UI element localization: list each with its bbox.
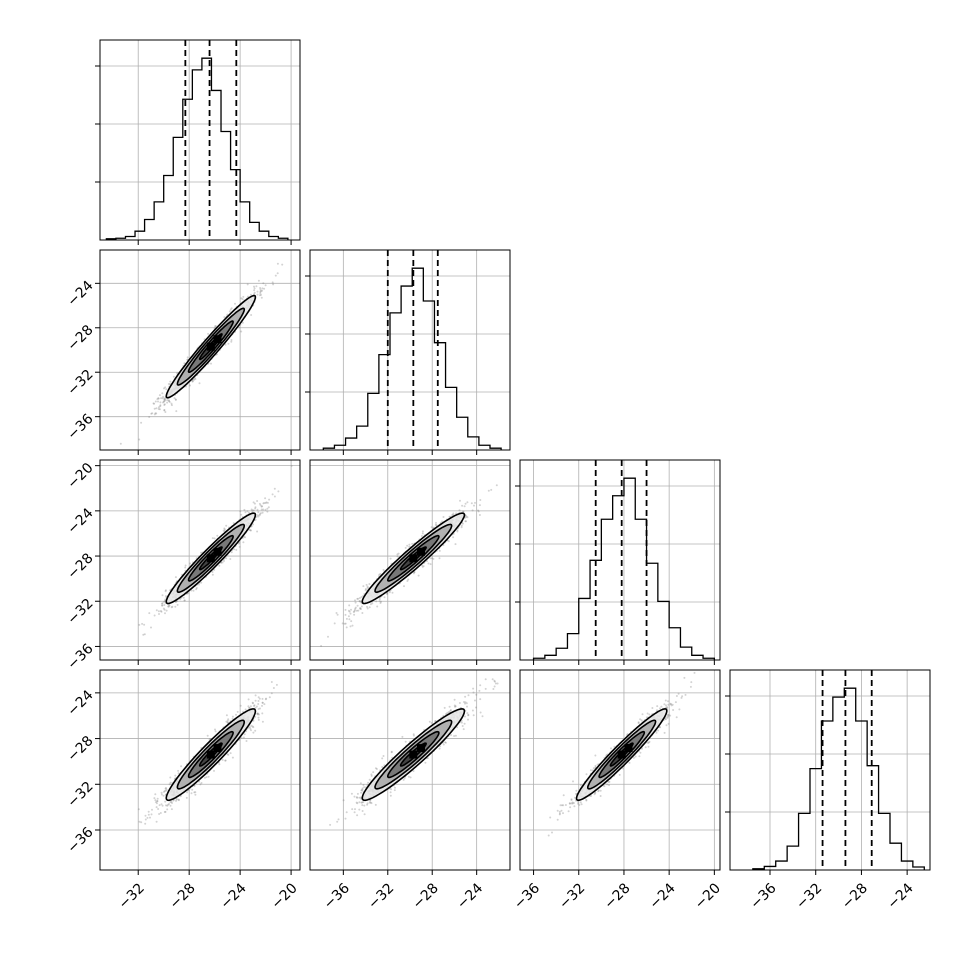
panel-frame <box>99 459 301 661</box>
x-tick-label: −36 <box>747 880 779 912</box>
y-tick-label: −36 <box>64 824 96 856</box>
x-tick-label: −24 <box>454 880 486 912</box>
contour-line <box>586 719 657 790</box>
panel-frame <box>309 459 511 661</box>
panel-frame <box>99 39 301 241</box>
panel-frame <box>519 669 721 871</box>
contour-line <box>386 534 440 582</box>
x-tick-label: −28 <box>410 880 442 912</box>
panel-frame <box>99 249 301 451</box>
contour-line <box>361 708 466 802</box>
density-peak <box>206 554 215 563</box>
density-peak <box>206 750 215 759</box>
grid <box>100 250 300 450</box>
y-tick-label: −28 <box>64 733 96 765</box>
density-peak <box>206 342 215 351</box>
panel-frame <box>519 459 721 661</box>
histogram-panel-2 <box>515 459 721 665</box>
grid <box>100 670 300 870</box>
contour-line <box>187 534 234 582</box>
y-tick-label: −28 <box>64 550 96 582</box>
x-tick-label: −20 <box>268 880 300 912</box>
x-tick-label: −28 <box>601 880 633 912</box>
x-tick-label: −36 <box>511 880 543 912</box>
density-peak <box>213 744 222 753</box>
histogram-step <box>532 477 715 660</box>
x-tick-label: −24 <box>647 880 679 912</box>
histogram-step <box>105 57 289 240</box>
y-tick-label: −24 <box>64 687 96 719</box>
contour-line <box>598 730 646 779</box>
contour-line <box>165 294 257 399</box>
y-tick-label: −32 <box>64 779 96 811</box>
x-tick-label: −36 <box>321 880 353 912</box>
scatter-panel-3-1: −36 −32 −28 −24 <box>309 669 511 913</box>
y-tick-label: −20 <box>64 460 96 492</box>
contour-line <box>165 512 257 605</box>
scatter-panel-2-1 <box>309 459 511 665</box>
density-peak <box>624 743 633 752</box>
y-tick-label: −32 <box>64 596 96 628</box>
scatter-panel-2-0: −36 −32 −28 −24 −20 <box>64 459 301 673</box>
density-peak <box>417 744 425 753</box>
contour-line <box>165 708 257 802</box>
grid <box>310 250 510 450</box>
contour-line <box>374 523 453 594</box>
contour-line <box>187 320 234 374</box>
panel-frame <box>729 669 931 871</box>
y-tick-label: −24 <box>64 278 96 310</box>
density-peak <box>417 547 425 556</box>
density-peak <box>409 554 418 563</box>
panel-frame <box>99 669 301 871</box>
density-peak <box>409 750 418 759</box>
y-tick-label: −32 <box>64 367 96 399</box>
x-tick-label: −32 <box>365 880 397 912</box>
grid <box>310 460 510 660</box>
contour-line <box>575 708 668 802</box>
y-tick-label: −36 <box>64 641 96 673</box>
grid <box>520 670 720 870</box>
panel-frame <box>309 249 511 451</box>
contour-line <box>361 512 466 605</box>
grid <box>100 460 300 660</box>
contour-line <box>176 523 245 594</box>
contour-line <box>176 719 245 790</box>
panel-frame <box>309 669 511 871</box>
density-peak <box>213 547 222 556</box>
contour-line <box>386 730 440 779</box>
x-tick-label: −28 <box>167 880 199 912</box>
grid <box>100 40 300 240</box>
histogram-panel-1 <box>305 249 511 455</box>
x-tick-label: −28 <box>839 880 871 912</box>
x-tick-label: −24 <box>885 880 917 912</box>
contour-line <box>176 307 246 386</box>
x-tick-label: −20 <box>692 880 724 912</box>
density-peak <box>617 750 626 759</box>
contour-line <box>187 730 234 779</box>
y-tick-label: −24 <box>64 505 96 537</box>
scatter-panel-1-0: −36 −32 −28 −24 <box>64 249 301 455</box>
contour-line <box>374 719 453 790</box>
density-peak <box>213 335 222 344</box>
histogram-step <box>752 687 925 870</box>
x-tick-label: −24 <box>218 880 250 912</box>
histogram-step <box>322 267 502 450</box>
grid <box>730 670 930 870</box>
y-tick-label: −28 <box>64 322 96 354</box>
x-tick-label: −32 <box>793 880 825 912</box>
y-tick-label: −36 <box>64 411 96 443</box>
grid <box>520 460 720 660</box>
histogram-panel-3: −36 −32 −28 −24 <box>725 669 931 913</box>
x-tick-label: −32 <box>556 880 588 912</box>
x-tick-label: −32 <box>116 880 148 912</box>
scatter-panel-3-2: −36 −32 −28 −24 −20 <box>511 669 724 913</box>
histogram-panel-0 <box>95 39 301 245</box>
scatter-panel-3-0: −36 −32 −28 −24 −32 −28 −24 −20 <box>64 669 301 913</box>
